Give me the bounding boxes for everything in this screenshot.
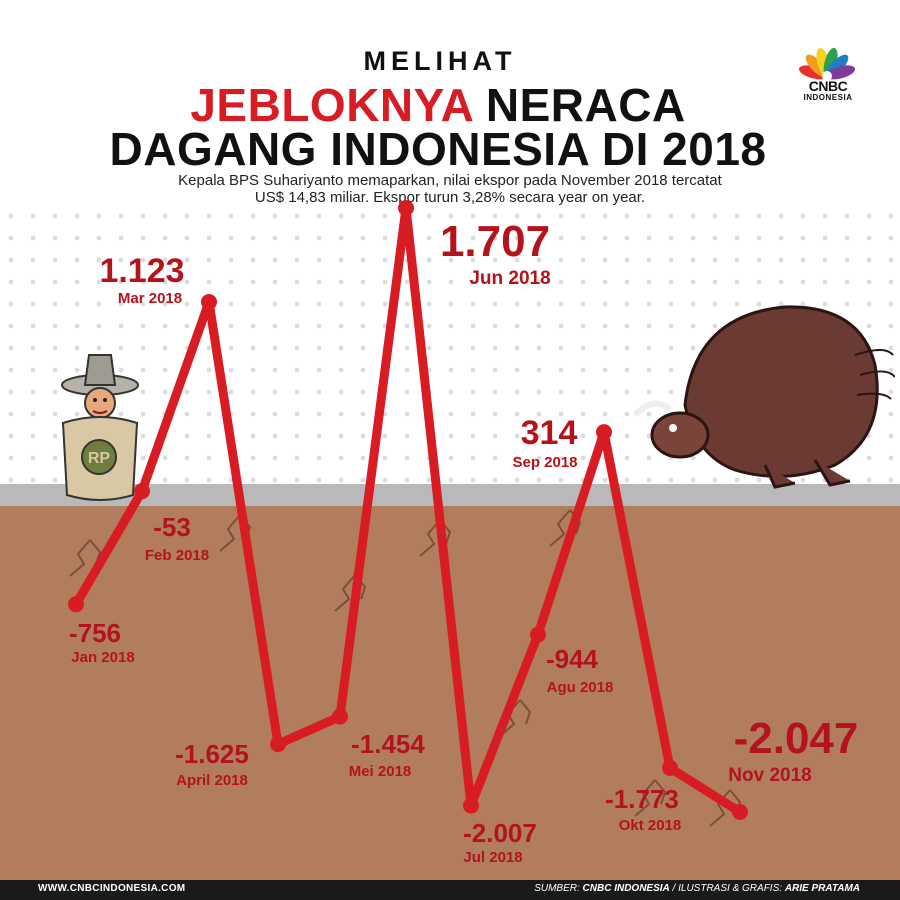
x-category-label: Mar 2018: [118, 290, 182, 307]
main-title-rest: NERACA: [485, 79, 686, 131]
main-title-highlight: JEBLOKNYA: [190, 79, 473, 131]
soil-background: [0, 506, 900, 880]
footer-bar: WWW.CNBCINDONESIA.COM SUMBER: CNBC INDON…: [0, 880, 900, 900]
subtitle-line1: Kepala BPS Suhariyanto memaparkan, nilai…: [178, 172, 722, 189]
x-category-label: Okt 2018: [619, 817, 682, 834]
data-points: [68, 200, 748, 820]
data-point: [270, 736, 286, 753]
data-point: [332, 708, 348, 725]
data-point: [732, 804, 748, 820]
footer-credit-prefix: / ILUSTRASI & GRAFIS:: [669, 883, 785, 894]
x-category-label: Jul 2018: [463, 849, 522, 866]
data-point: [530, 626, 546, 643]
svg-text:RP: RP: [88, 450, 111, 467]
x-category-label: Mei 2018: [349, 763, 412, 780]
ground-surface: [0, 484, 900, 506]
data-point: [68, 596, 84, 613]
data-point: [201, 293, 217, 310]
footer-credits: SUMBER: CNBC INDONESIA / ILUSTRASI & GRA…: [534, 883, 860, 894]
data-point: [398, 200, 414, 216]
logo-wordmark: CNBC: [808, 78, 848, 94]
kicker-title: MELIHAT: [363, 46, 517, 76]
data-value-label: -2.047: [734, 714, 859, 763]
x-category-label: Feb 2018: [145, 547, 209, 564]
data-value-label: -756: [69, 618, 121, 648]
cnbc-peacock-logo-icon: [798, 47, 856, 81]
main-title-line1: JEBLOKNYA NERACA: [0, 78, 888, 132]
x-category-label: April 2018: [176, 772, 248, 789]
x-category-label: Agu 2018: [547, 679, 614, 696]
data-value-label: 314: [521, 414, 578, 452]
data-value-label: -2.007: [463, 818, 537, 848]
data-point: [662, 759, 678, 776]
data-point: [134, 483, 150, 500]
data-value-label: -1.625: [175, 739, 249, 769]
farmer-in-rupiah-sack-icon: RP: [61, 354, 139, 501]
x-category-label: Sep 2018: [512, 454, 577, 471]
data-point: [463, 797, 479, 814]
data-value-label: -944: [546, 644, 599, 674]
soil-crack: [634, 779, 667, 817]
footer-source: CNBC INDONESIA: [582, 883, 670, 894]
data-value-label: 1.707: [440, 217, 550, 266]
data-value-label: 1.123: [99, 252, 184, 290]
data-value-label: -1.773: [605, 784, 679, 814]
main-title-line2: DAGANG INDONESIA DI 2018: [109, 123, 767, 175]
charging-bull-icon: [632, 305, 895, 489]
logo-subtext: INDONESIA: [803, 93, 853, 102]
subtitle: Kepala BPS Suhariyanto memaparkan, nilai…: [100, 172, 800, 206]
footer-credit: ARIE PRATAMA: [784, 883, 860, 894]
footer-source-prefix: SUMBER:: [534, 883, 583, 894]
x-category-label: Jan 2018: [71, 649, 134, 666]
footer-website: WWW.CNBCINDONESIA.COM: [38, 883, 186, 894]
subtitle-line2: US$ 14,83 miliar. Ekspor turun 3,28% sec…: [254, 189, 646, 206]
data-value-label: -1.454: [351, 729, 425, 759]
data-point: [596, 424, 612, 441]
x-category-label: Nov 2018: [728, 765, 811, 786]
data-value-label: -53: [153, 512, 191, 542]
x-category-label: Jun 2018: [469, 268, 550, 289]
